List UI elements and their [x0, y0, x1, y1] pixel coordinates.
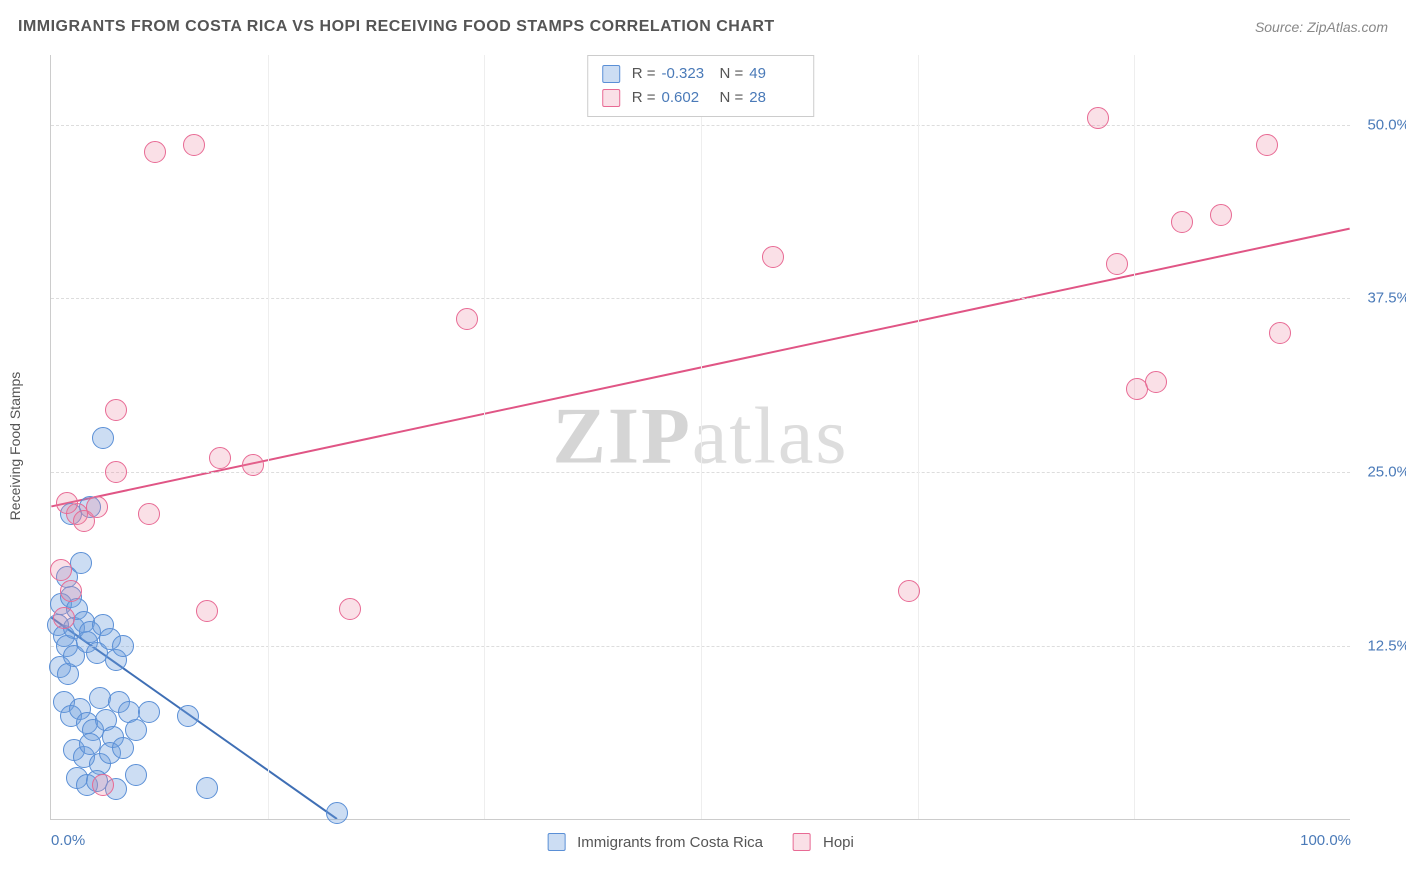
y-axis-label: Receiving Food Stamps: [7, 372, 23, 521]
swatch-pink-icon: [602, 89, 620, 107]
r-label: R =: [632, 86, 656, 110]
data-point: [53, 607, 75, 629]
data-point: [112, 635, 134, 657]
data-point: [183, 134, 205, 156]
swatch-pink-icon: [793, 833, 811, 851]
x-tick-label: 0.0%: [51, 832, 85, 849]
data-point: [326, 802, 348, 824]
legend-correlation: R = -0.323 N = 49 R = 0.602 N = 28: [587, 55, 815, 117]
data-point: [762, 246, 784, 268]
watermark-light: atlas: [692, 393, 849, 481]
legend-row-blue: R = -0.323 N = 49: [602, 62, 800, 86]
gridline-v: [1134, 55, 1135, 819]
n-value-pink: 28: [749, 86, 799, 110]
y-tick-label: 12.5%: [1355, 638, 1406, 655]
gridline-v: [918, 55, 919, 819]
data-point: [92, 774, 114, 796]
swatch-blue-icon: [547, 833, 565, 851]
data-point: [125, 719, 147, 741]
n-value-blue: 49: [749, 62, 799, 86]
data-point: [50, 559, 72, 581]
data-point: [138, 701, 160, 723]
data-point: [1269, 322, 1291, 344]
data-point: [1106, 253, 1128, 275]
data-point: [242, 454, 264, 476]
data-point: [86, 496, 108, 518]
data-point: [196, 777, 218, 799]
data-point: [209, 447, 231, 469]
scatter-chart: ZIPatlas R = -0.323 N = 49 R = 0.602 N =…: [50, 55, 1350, 820]
data-point: [144, 141, 166, 163]
data-point: [1210, 204, 1232, 226]
data-point: [125, 764, 147, 786]
gridline-v: [268, 55, 269, 819]
data-point: [105, 461, 127, 483]
data-point: [1087, 107, 1109, 129]
legend-item-blue: Immigrants from Costa Rica: [547, 833, 763, 851]
legend-row-pink: R = 0.602 N = 28: [602, 86, 800, 110]
chart-title: IMMIGRANTS FROM COSTA RICA VS HOPI RECEI…: [18, 18, 775, 36]
n-label: N =: [720, 62, 744, 86]
data-point: [138, 503, 160, 525]
y-tick-label: 37.5%: [1355, 290, 1406, 307]
chart-header: IMMIGRANTS FROM COSTA RICA VS HOPI RECEI…: [18, 18, 1388, 36]
data-point: [456, 308, 478, 330]
data-point: [339, 598, 361, 620]
r-value-pink: 0.602: [662, 86, 712, 110]
r-label: R =: [632, 62, 656, 86]
watermark-bold: ZIP: [553, 393, 692, 481]
x-tick-label: 100.0%: [1300, 832, 1351, 849]
data-point: [898, 580, 920, 602]
y-tick-label: 25.0%: [1355, 464, 1406, 481]
legend-series: Immigrants from Costa Rica Hopi: [547, 833, 854, 851]
data-point: [1256, 134, 1278, 156]
data-point: [196, 600, 218, 622]
gridline-v: [484, 55, 485, 819]
r-value-blue: -0.323: [662, 62, 712, 86]
data-point: [56, 492, 78, 514]
gridline-v: [701, 55, 702, 819]
data-point: [70, 552, 92, 574]
legend-label-blue: Immigrants from Costa Rica: [577, 834, 763, 851]
y-tick-label: 50.0%: [1355, 116, 1406, 133]
swatch-blue-icon: [602, 65, 620, 83]
data-point: [1145, 371, 1167, 393]
chart-source: Source: ZipAtlas.com: [1255, 19, 1388, 35]
data-point: [105, 399, 127, 421]
data-point: [177, 705, 199, 727]
data-point: [112, 737, 134, 759]
data-point: [92, 427, 114, 449]
n-label: N =: [720, 86, 744, 110]
legend-item-pink: Hopi: [793, 833, 854, 851]
data-point: [1171, 211, 1193, 233]
data-point: [60, 580, 82, 602]
legend-label-pink: Hopi: [823, 834, 854, 851]
